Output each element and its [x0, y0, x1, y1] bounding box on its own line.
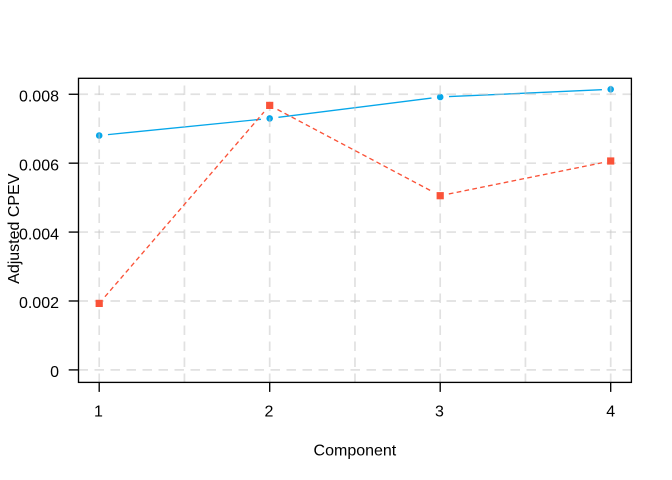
svg-text:0.004: 0.004 [19, 226, 59, 243]
svg-text:0.006: 0.006 [19, 157, 59, 174]
svg-text:0.008: 0.008 [19, 89, 59, 106]
svg-text:4: 4 [606, 404, 615, 421]
svg-text:0.002: 0.002 [19, 295, 59, 312]
svg-text:Component: Component [314, 442, 397, 459]
svg-text:1: 1 [94, 404, 103, 421]
svg-text:0: 0 [50, 364, 59, 381]
svg-text:3: 3 [435, 404, 444, 421]
svg-text:Adjusted CPEV: Adjusted CPEV [6, 173, 23, 284]
svg-text:2: 2 [265, 404, 274, 421]
